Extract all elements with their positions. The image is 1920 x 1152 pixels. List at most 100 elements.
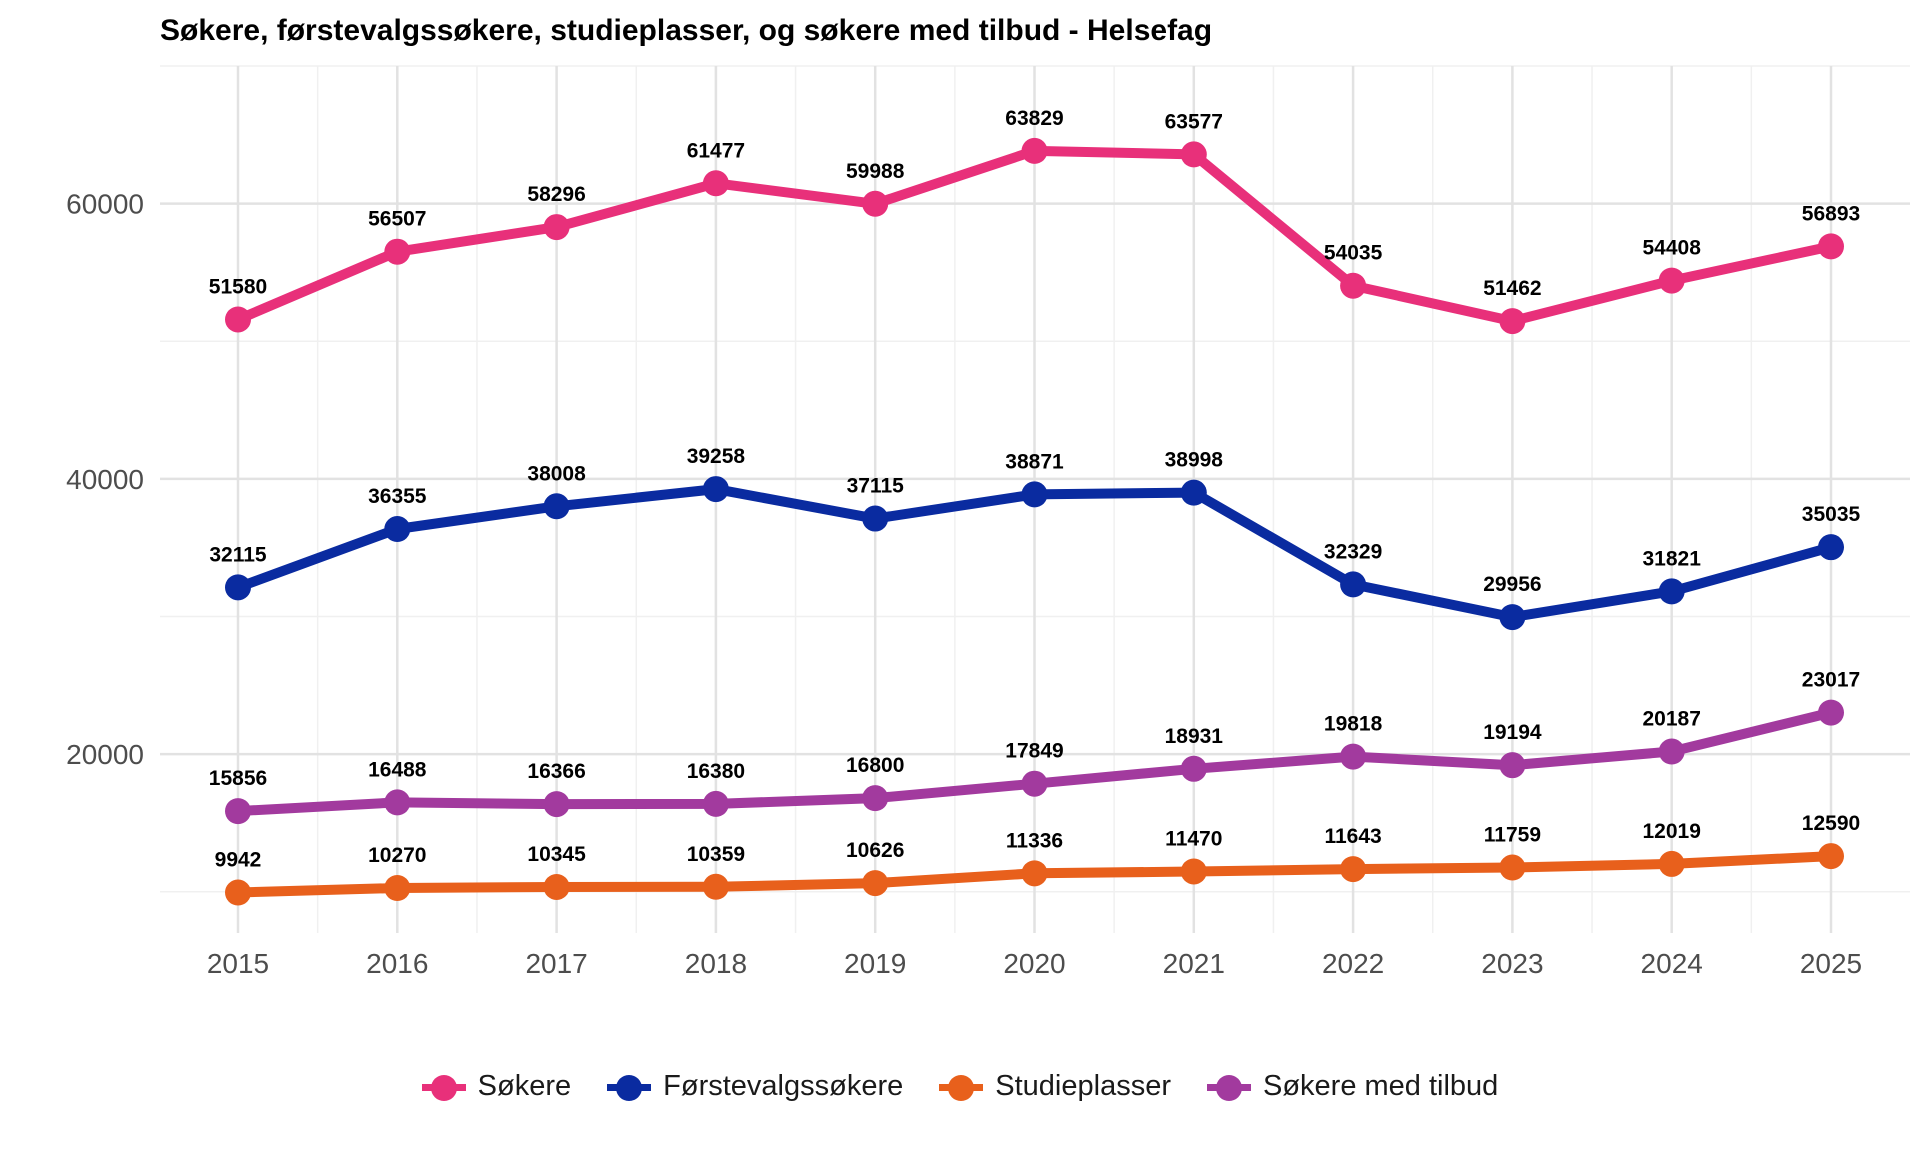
data-labels: 51580 56507 58296 61477 59988 63829 63577 54035… [209, 107, 1861, 872]
legend-label: Søkere med tilbud [1262, 1070, 1499, 1102]
legend-key-studieplasser [939, 1074, 984, 1101]
data-label-f-rstevalgss-kere: 32329 [1324, 540, 1382, 563]
data-label-s-kere-med-tilbud: 16366 [527, 760, 585, 783]
data-point-s-kere [1499, 308, 1526, 335]
data-point-studieplasser [1180, 858, 1207, 885]
x-tick-label: 2021 [1163, 948, 1225, 979]
x-tick-label: 2025 [1800, 948, 1862, 979]
data-label-f-rstevalgss-kere: 32115 [209, 543, 267, 566]
y-tick-label: 60000 [66, 189, 144, 220]
data-label-f-rstevalgss-kere: 38008 [527, 462, 586, 485]
data-point-s-kere-med-tilbud [1340, 743, 1367, 770]
x-tick-label: 2023 [1481, 948, 1543, 979]
data-point-studieplasser [384, 874, 411, 901]
data-point-s-kere [543, 214, 570, 241]
data-label-f-rstevalgss-kere: 37115 [847, 475, 905, 498]
data-point-f-rstevalgss-kere [543, 493, 570, 520]
data-label-s-kere-med-tilbud: 18931 [1165, 725, 1224, 748]
data-point-studieplasser [1499, 854, 1526, 881]
data-point-s-kere [862, 190, 889, 217]
data-point-studieplasser [862, 870, 889, 897]
data-label-s-kere: 51580 [209, 275, 267, 298]
data-label-f-rstevalgss-kere: 29956 [1483, 573, 1541, 596]
legend-item-f-rstevalgss-kere: Førstevalgssøkere [607, 1070, 903, 1103]
x-tick-label: 2024 [1641, 948, 1703, 979]
x-tick-label: 2020 [1003, 948, 1065, 979]
data-point-studieplasser [1340, 856, 1367, 883]
data-point-s-kere-med-tilbud [225, 798, 251, 825]
data-point-studieplasser [1818, 843, 1844, 870]
data-point-studieplasser [1658, 850, 1685, 877]
data-point-s-kere [1180, 141, 1207, 168]
data-point-s-kere [702, 170, 729, 197]
legend-item-s-kere-med-tilbud: Søkere med tilbud [1206, 1070, 1499, 1103]
data-label-studieplasser: 11759 [1484, 824, 1541, 847]
data-label-s-kere-med-tilbud: 16800 [846, 754, 904, 777]
data-point-f-rstevalgss-kere [1180, 479, 1207, 506]
legend-label: Studieplasser [995, 1070, 1171, 1102]
data-point-s-kere [1658, 267, 1685, 294]
data-point-s-kere-med-tilbud [384, 789, 411, 816]
data-point-f-rstevalgss-kere [862, 505, 889, 532]
data-label-f-rstevalgss-kere: 38871 [1005, 450, 1064, 473]
data-point-f-rstevalgss-kere [1658, 578, 1685, 605]
data-point-s-kere [1340, 272, 1367, 299]
legend: Søkere Førstevalgssøkere Studieplasser Søke… [0, 1070, 1920, 1103]
data-label-studieplasser: 10626 [846, 839, 904, 862]
grid-layer [160, 65, 1910, 933]
data-point-f-rstevalgss-kere [1818, 534, 1844, 561]
y-tick-label: 40000 [66, 464, 144, 495]
data-label-s-kere: 56893 [1802, 202, 1860, 225]
data-label-s-kere: 58296 [527, 183, 585, 206]
legend-label: Førstevalgssøkere [663, 1070, 904, 1102]
x-tick-label: 2016 [366, 948, 428, 979]
data-label-f-rstevalgss-kere: 31821 [1642, 547, 1701, 570]
data-label-studieplasser: 9942 [215, 849, 262, 872]
data-label-studieplasser: 10270 [368, 844, 426, 867]
x-tick-label: 2018 [685, 948, 747, 979]
data-label-s-kere: 56507 [368, 208, 426, 231]
data-label-s-kere-med-tilbud: 19818 [1324, 713, 1383, 736]
data-point-f-rstevalgss-kere [384, 516, 411, 543]
data-label-studieplasser: 11470 [1165, 827, 1222, 850]
legend-item-s-kere: Søkere [421, 1070, 572, 1103]
data-point-f-rstevalgss-kere [1499, 604, 1526, 631]
data-label-s-kere-med-tilbud: 16488 [368, 758, 427, 781]
data-label-studieplasser: 12019 [1642, 820, 1700, 843]
data-point-s-kere-med-tilbud [1818, 699, 1844, 726]
chart-title: Søkere, førstevalgssøkere, studieplasser… [160, 14, 1213, 47]
data-point-s-kere-med-tilbud [1658, 738, 1685, 765]
data-label-s-kere-med-tilbud: 23017 [1802, 669, 1860, 692]
data-point-s-kere [225, 306, 251, 333]
data-label-s-kere: 54408 [1642, 237, 1701, 260]
data-label-s-kere: 61477 [687, 139, 745, 162]
data-label-s-kere-med-tilbud: 20187 [1642, 708, 1700, 731]
x-tick-label: 2022 [1322, 948, 1384, 979]
data-label-f-rstevalgss-kere: 36355 [368, 485, 427, 508]
data-point-s-kere-med-tilbud [543, 791, 570, 818]
data-label-s-kere-med-tilbud: 19194 [1483, 721, 1542, 744]
data-label-f-rstevalgss-kere: 38998 [1165, 449, 1224, 472]
series-layer [225, 137, 1844, 906]
axis-labels: 20000 40000 60000 2015 2016 2017 2018 2019 2020 2… [66, 189, 1862, 979]
data-point-studieplasser [1021, 860, 1048, 887]
data-point-f-rstevalgss-kere [1340, 571, 1367, 598]
data-label-s-kere: 59988 [846, 160, 905, 183]
data-point-f-rstevalgss-kere [1021, 481, 1048, 508]
legend-label: Søkere [477, 1070, 572, 1102]
data-point-f-rstevalgss-kere [225, 574, 251, 601]
x-tick-label: 2017 [525, 948, 587, 979]
data-point-s-kere-med-tilbud [1180, 755, 1207, 782]
data-label-s-kere: 54035 [1324, 242, 1383, 265]
data-label-f-rstevalgss-kere: 35035 [1802, 503, 1861, 526]
data-point-f-rstevalgss-kere [702, 476, 729, 503]
data-label-s-kere: 63829 [1005, 107, 1063, 130]
data-label-s-kere-med-tilbud: 15856 [209, 767, 267, 790]
data-point-s-kere-med-tilbud [1021, 770, 1048, 797]
data-label-s-kere-med-tilbud: 17849 [1005, 740, 1063, 763]
data-label-f-rstevalgss-kere: 39258 [687, 445, 746, 468]
y-tick-label: 20000 [66, 739, 144, 770]
data-label-s-kere: 51462 [1483, 277, 1541, 300]
data-label-studieplasser: 10359 [687, 843, 745, 866]
data-point-s-kere-med-tilbud [1499, 752, 1526, 779]
